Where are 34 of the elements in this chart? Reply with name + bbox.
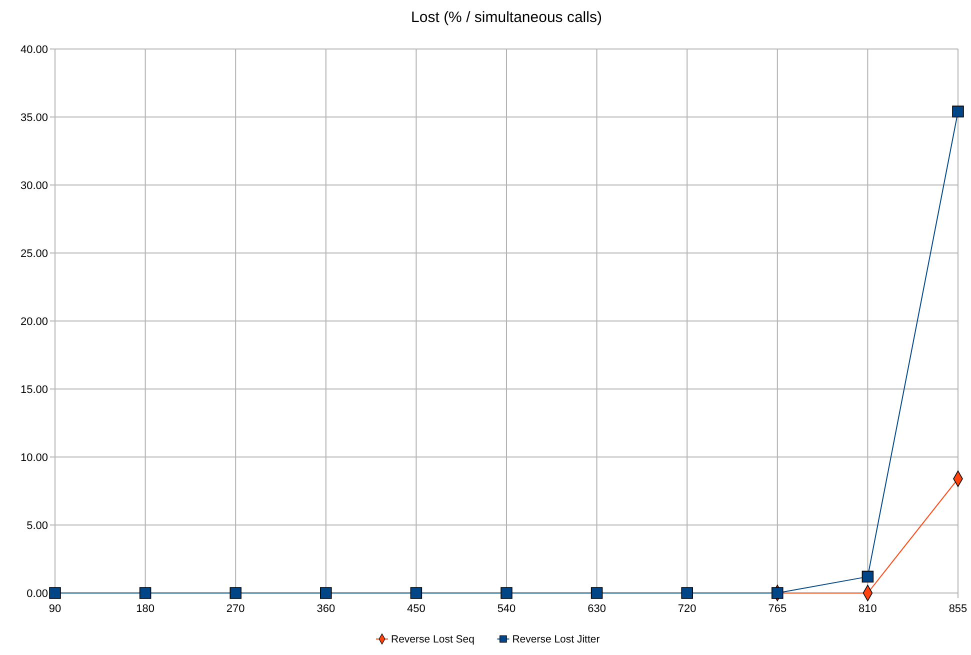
- y-tick-label: 10.00: [20, 452, 48, 464]
- y-tick-label: 15.00: [20, 384, 48, 396]
- y-tick-label: 30.00: [20, 180, 48, 192]
- point: [139, 587, 152, 599]
- point: [500, 587, 512, 599]
- point: [49, 587, 61, 599]
- x-tick-label: 540: [497, 603, 516, 615]
- y-tick-label: 35.00: [20, 112, 48, 124]
- y-tick-label: 5.00: [26, 520, 48, 532]
- x-tick-label: 270: [226, 603, 245, 615]
- y-tick-label: 40.00: [20, 44, 48, 56]
- legend-label: Reverse Lost Jitter: [512, 634, 600, 646]
- legend-label: Reverse Lost Seq: [391, 634, 475, 646]
- x-tick-label: 180: [136, 603, 154, 615]
- y-tick-label: 20.00: [20, 316, 48, 328]
- x-tick-label: 810: [858, 603, 877, 615]
- x-tick-label: 855: [948, 603, 968, 615]
- point: [681, 587, 693, 599]
- point: [952, 106, 964, 118]
- y-tick-label: 0.00: [26, 588, 48, 600]
- point: [410, 587, 422, 599]
- point: [862, 570, 874, 583]
- x-tick-label: 360: [316, 603, 336, 615]
- y-tick-label: 25.00: [20, 248, 48, 260]
- point: [320, 587, 332, 599]
- point: [772, 587, 784, 599]
- x-tick-label: 720: [678, 603, 696, 615]
- chart-title: Lost (% / simultaneous calls): [411, 9, 602, 26]
- point: [590, 587, 603, 599]
- point: [230, 587, 242, 599]
- x-tick-label: 630: [588, 603, 606, 615]
- x-tick-label: 765: [768, 603, 787, 615]
- x-tick-label: 450: [407, 603, 426, 615]
- x-tick-label: 90: [48, 603, 62, 615]
